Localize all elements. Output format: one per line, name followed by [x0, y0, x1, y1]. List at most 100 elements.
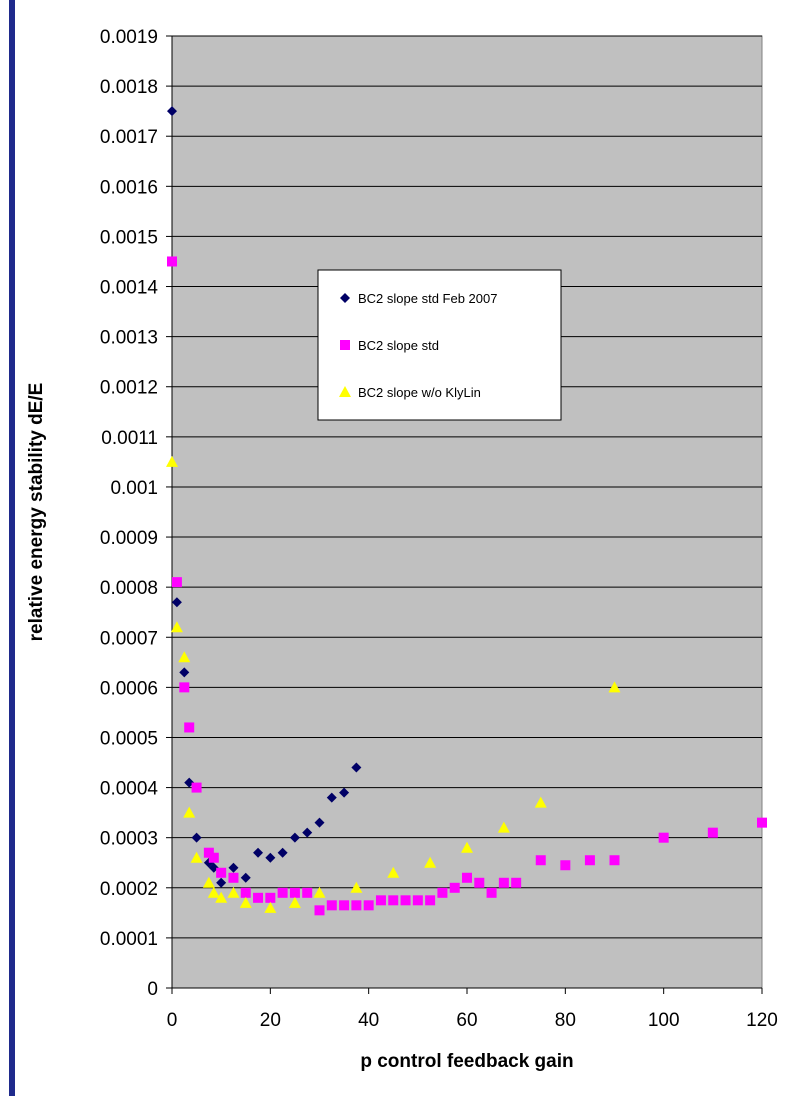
plot-area	[171, 35, 763, 989]
triangle-point	[178, 651, 191, 663]
y-tick-label: 0.0009	[100, 528, 158, 549]
square-point	[707, 827, 718, 838]
diamond-point	[326, 792, 337, 803]
square-point	[326, 900, 337, 911]
triangle-point	[170, 621, 183, 633]
y-tick-label: 0.0019	[100, 27, 158, 48]
x-axis-ticks: 0 20 40 60 80 100 120	[167, 36, 778, 1031]
x-tick-label: 40	[358, 1010, 379, 1031]
square-point	[363, 900, 374, 911]
y-tick-label: 0.0004	[100, 779, 159, 800]
diamond-point	[179, 667, 190, 678]
triangle-point	[239, 896, 252, 908]
x-tick-label: 0	[167, 1010, 178, 1031]
legend-box	[317, 269, 562, 421]
triangle-point	[350, 881, 363, 893]
square-point	[339, 900, 350, 911]
triangle-point	[387, 866, 400, 878]
square-point	[203, 847, 214, 858]
square-point	[216, 867, 227, 878]
y-tick-label: 0.0003	[100, 829, 158, 850]
diamond-point	[167, 106, 177, 117]
triangle-point	[608, 681, 621, 693]
square-point	[584, 855, 595, 866]
square-point	[425, 895, 436, 906]
y-tick-label: 0.0013	[100, 328, 158, 349]
y-tick-label: 0.0008	[100, 578, 158, 599]
square-point	[511, 877, 522, 888]
y-tick-label: 0	[147, 979, 158, 1000]
square-point	[462, 872, 472, 883]
square-point	[449, 882, 460, 893]
x-tick-label: 80	[555, 1010, 576, 1031]
legend-label: BC2 slope w/o KlyLin	[358, 385, 481, 400]
legend: BC2 slope std Feb 2007 BC2 slope std BC2 s…	[317, 269, 562, 421]
diamond-point	[289, 832, 300, 843]
y-axis-ticks: 0 0.0001 0.0002 0.0003 0.0004 0.0005 0.0006 0.0…	[100, 27, 172, 1000]
square-point	[265, 892, 276, 903]
triangle-point	[215, 891, 228, 903]
diamond-point	[171, 597, 182, 608]
data-points	[166, 106, 767, 916]
triangle-point	[424, 856, 437, 868]
diamond-point	[339, 787, 350, 798]
square-point	[609, 855, 620, 866]
diamond-point	[351, 762, 362, 773]
square-point	[375, 895, 386, 906]
diamond-point	[191, 832, 202, 843]
diamond-point	[302, 827, 313, 838]
legend-label: BC2 slope std Feb 2007	[358, 291, 497, 306]
triangle-point	[202, 876, 215, 888]
y-tick-label: 0.0018	[100, 77, 158, 98]
square-point	[314, 905, 325, 916]
y-tick-label: 0.0017	[100, 127, 158, 148]
square-point	[184, 722, 195, 733]
square-point	[658, 832, 669, 843]
triangle-point	[313, 886, 326, 898]
square-point	[171, 577, 182, 588]
square-point	[253, 892, 264, 903]
triangle-point	[166, 455, 178, 467]
legend-marker	[340, 293, 350, 303]
diamond-point	[216, 877, 227, 888]
square-point	[412, 895, 423, 906]
x-tick-label: 100	[648, 1010, 680, 1031]
square-point	[289, 887, 300, 898]
triangle-point	[207, 886, 220, 898]
y-tick-label: 0.0015	[100, 227, 158, 248]
triangle-point	[497, 821, 510, 833]
triangle-point	[264, 901, 277, 913]
triangle-point	[534, 796, 547, 808]
square-point	[167, 256, 177, 267]
diamond-point	[314, 817, 325, 828]
x-tick-label: 120	[746, 1010, 778, 1031]
square-point	[400, 895, 411, 906]
triangle-point	[183, 806, 196, 818]
square-point	[208, 852, 219, 863]
square-point	[191, 782, 202, 793]
y-tick-label: 0.001	[110, 478, 158, 499]
x-tick-label: 20	[260, 1010, 281, 1031]
square-point	[474, 877, 485, 888]
square-point	[240, 887, 251, 898]
square-point	[228, 872, 239, 883]
series-1	[167, 106, 362, 888]
square-point	[277, 887, 288, 898]
square-point	[437, 887, 448, 898]
series-2	[167, 256, 767, 916]
y-tick-label: 0.0007	[100, 628, 158, 649]
y-tick-label: 0.0006	[100, 678, 158, 699]
y-tick-label: 0.0011	[101, 428, 158, 449]
square-point	[388, 895, 399, 906]
square-point	[179, 682, 190, 693]
legend-marker	[340, 340, 350, 350]
y-axis-title: relative energy stability dE/E	[26, 383, 47, 642]
y-tick-label: 0.0002	[100, 879, 158, 900]
series-3	[166, 455, 621, 913]
square-point	[757, 817, 767, 828]
square-point	[560, 860, 571, 871]
triangle-point	[461, 841, 473, 853]
diamond-point	[277, 847, 288, 858]
square-point	[498, 877, 509, 888]
